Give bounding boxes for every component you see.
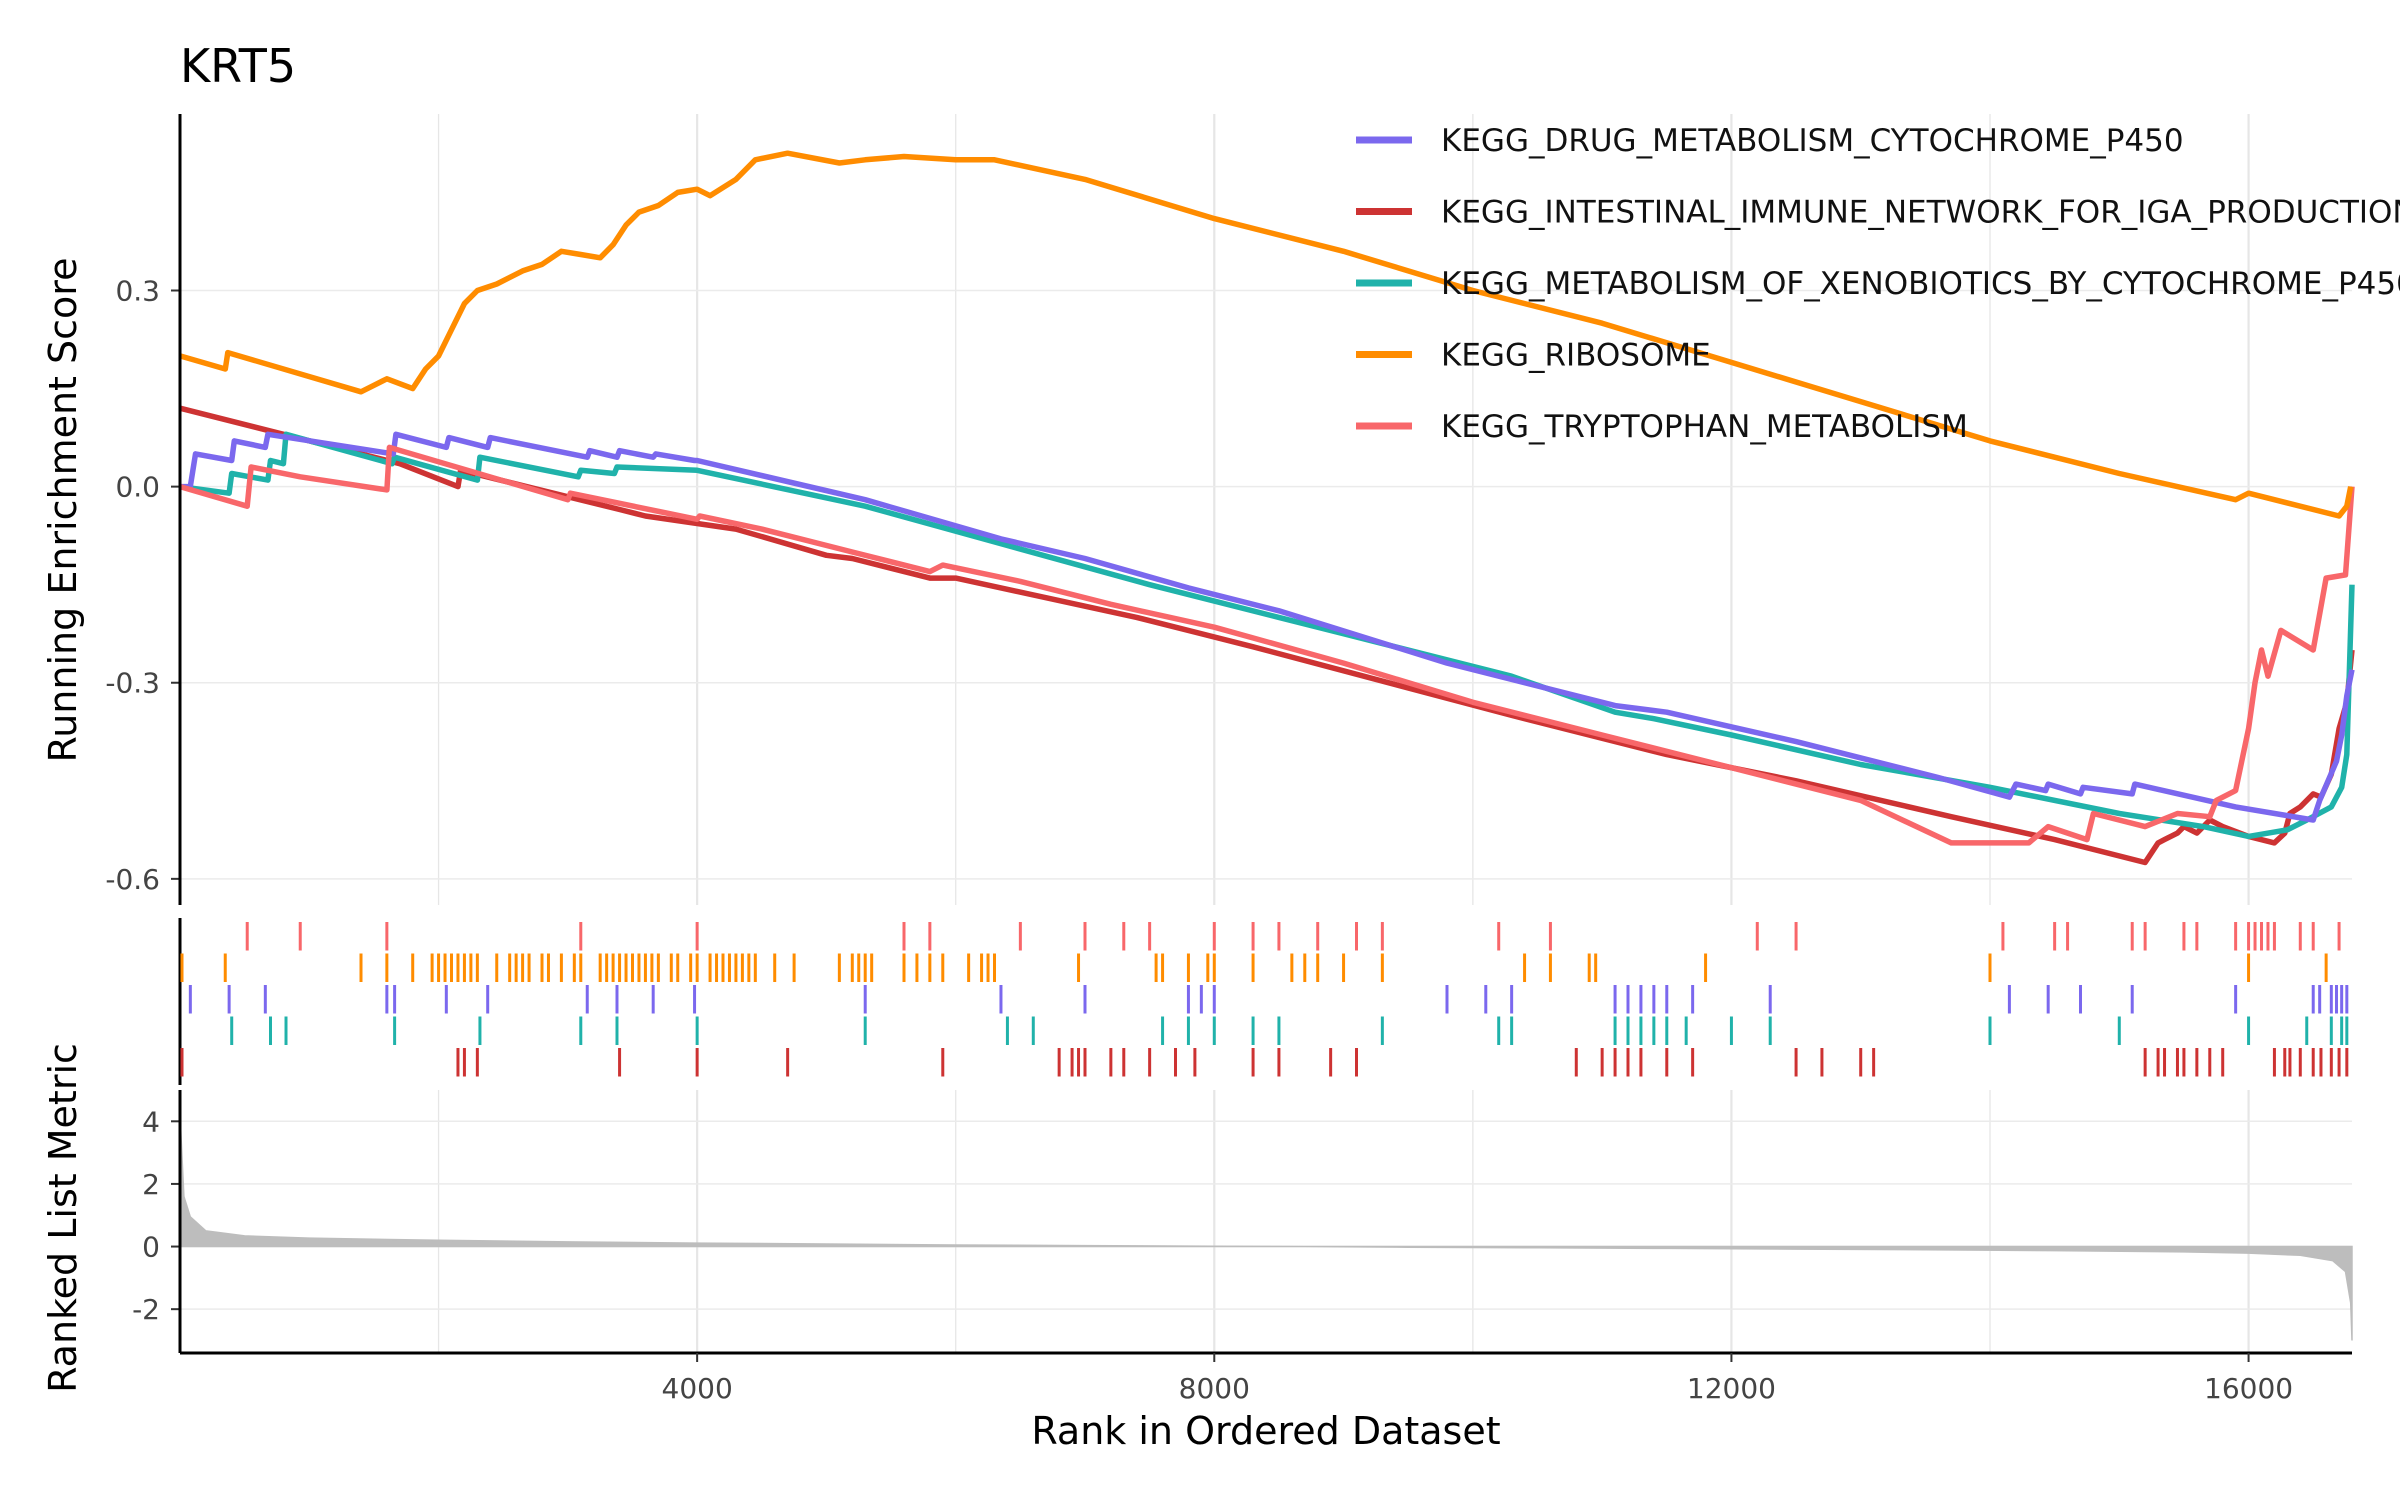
ranked-metric-y-axis-title: Ranked List Metric — [41, 1043, 85, 1393]
enrichment-y-ticks: 0.3 0.0 -0.3 -0.6 — [105, 275, 180, 896]
enrichment-line-kegg-intestinal-immune-network-for-iga-production — [179, 405, 2355, 866]
legend-label: KEGG_INTESTINAL_IMMUNE_NETWORK_FOR_IGA_P… — [1441, 195, 2400, 231]
x-axis-ticks: 4000 8000 12000 16000 — [662, 1353, 2293, 1405]
ranked-metric-gridlines — [180, 1090, 2352, 1353]
x-tick-label: 12000 — [1687, 1372, 1776, 1405]
enrichment-y-tick-label: -0.6 — [105, 863, 160, 896]
ranked-metric-area-group — [179, 1114, 2353, 1341]
enrichment-y-tick-label: 0.3 — [115, 275, 160, 308]
ranked-metric-y-tick-label: 0 — [142, 1231, 160, 1264]
enrichment-line-kegg-metabolism-of-xenobiotics-by-cytochrome-p450 — [179, 431, 2355, 840]
gene-hits-panel — [178, 918, 2349, 1085]
ranked-metric-y-ticks: 4 2 0 -2 — [132, 1105, 180, 1326]
enrichment-line-kegg-ribosome — [179, 150, 2354, 519]
enrichment-panel: 0.30.0-0.3-0.6 Running Enrichment Score … — [41, 114, 2400, 905]
x-tick-label: 16000 — [2204, 1372, 2293, 1405]
ranked-metric-area — [179, 1114, 2353, 1341]
legend: KEGG_DRUG_METABOLISM_CYTOCHROME_P450 KEGG… — [1356, 123, 2400, 445]
legend-label: KEGG_DRUG_METABOLISM_CYTOCHROME_P450 — [1441, 123, 2184, 159]
x-tick-label: 8000 — [1179, 1372, 1250, 1405]
enrichment-line-kegg-tryptophan-metabolism — [179, 444, 2355, 846]
gene-hit-marks — [180, 922, 2349, 1077]
legend-label: KEGG_METABOLISM_OF_XENOBIOTICS_BY_CYTOCH… — [1441, 266, 2400, 302]
legend-label: KEGG_RIBOSOME — [1441, 338, 1711, 374]
enrichment-y-tick-label: 0.0 — [115, 471, 160, 504]
ranked-metric-y-tick-label: 2 — [142, 1168, 160, 1201]
x-tick-label: 4000 — [662, 1372, 733, 1405]
chart-title: KRT5 — [180, 39, 296, 93]
ranked-metric-y-tick-label: 4 — [142, 1105, 160, 1138]
legend-label: KEGG_TRYPTOPHAN_METABOLISM — [1441, 409, 1968, 445]
enrichment-gridlines — [180, 114, 2352, 905]
ranked-metric-panel: 4 2 0 -2 4000 8000 12000 16000 Ranked List Met… — [41, 1043, 2353, 1453]
enrichment-lines — [179, 150, 2355, 866]
enrichment-line-kegg-drug-metabolism-cytochrome-p450 — [180, 431, 2355, 823]
enrichment-y-axis-title: Running Enrichment Score — [41, 258, 85, 763]
x-axis-title: Rank in Ordered Dataset — [1031, 1409, 1500, 1453]
enrichment-y-tick-label: -0.3 — [105, 667, 160, 700]
ranked-metric-y-tick-label: -2 — [132, 1293, 160, 1326]
legend-entries: KEGG_DRUG_METABOLISM_CYTOCHROME_P450 KEGG… — [1356, 123, 2400, 445]
